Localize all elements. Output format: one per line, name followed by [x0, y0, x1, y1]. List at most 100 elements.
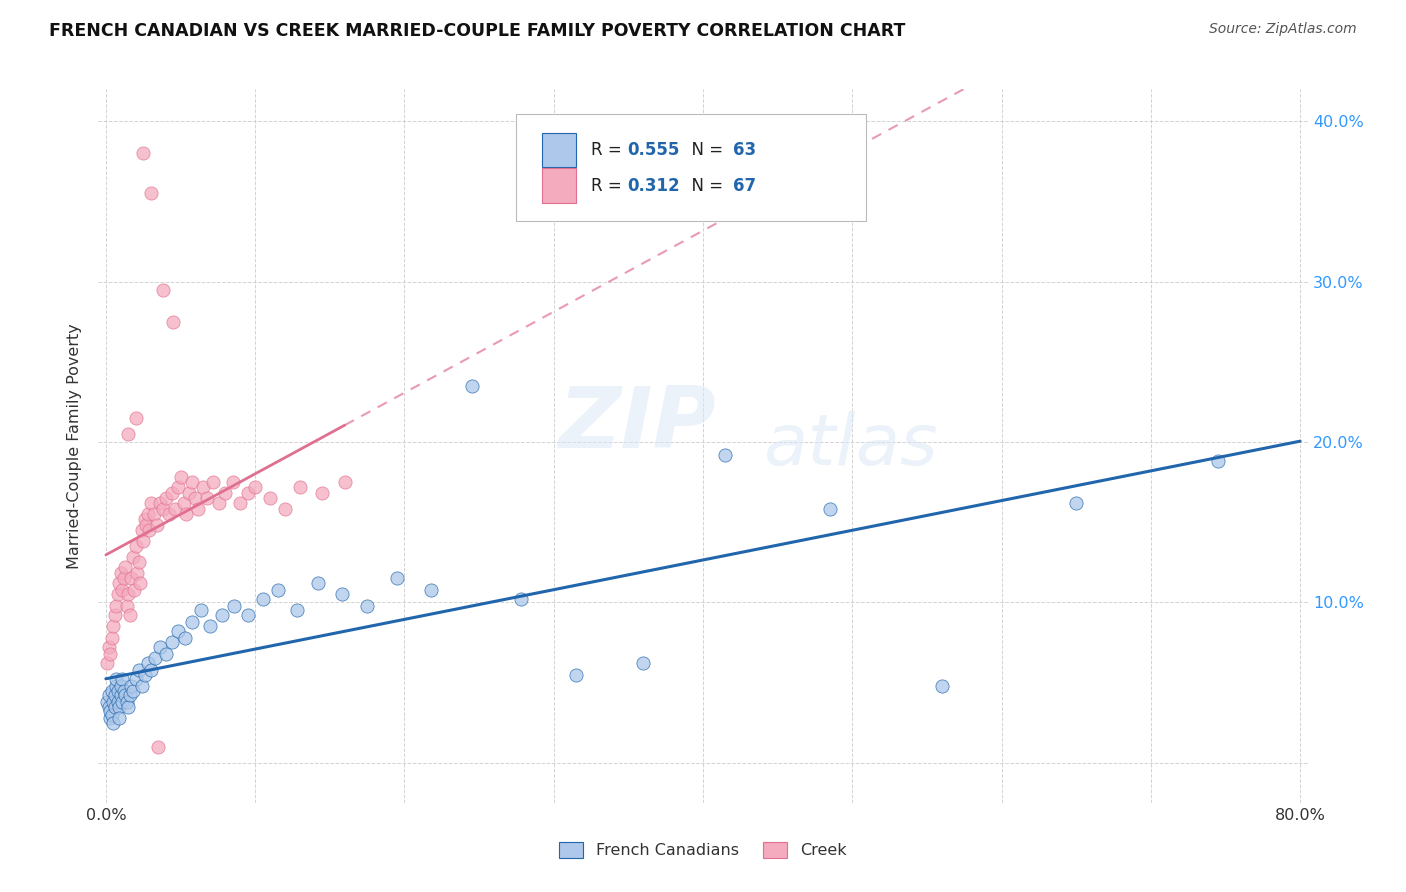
Point — [565, 667, 588, 681]
Point — [333, 475, 356, 489]
Point — [214, 486, 236, 500]
Point — [110, 566, 132, 581]
Point — [169, 470, 191, 484]
Point — [104, 699, 127, 714]
Point — [122, 582, 145, 597]
Point — [191, 480, 214, 494]
Point — [107, 587, 129, 601]
Point — [127, 566, 149, 581]
Text: 0.555: 0.555 — [627, 141, 679, 159]
Point — [149, 496, 172, 510]
Text: N =: N = — [682, 141, 728, 159]
Point — [184, 491, 207, 505]
Point — [111, 582, 134, 597]
Point — [931, 679, 953, 693]
Point — [103, 619, 125, 633]
Point — [152, 502, 174, 516]
Text: Source: ZipAtlas.com: Source: ZipAtlas.com — [1209, 22, 1357, 37]
Point — [103, 715, 125, 730]
Point — [131, 679, 153, 693]
Legend: French Canadians, Creek: French Canadians, Creek — [551, 834, 855, 866]
Point — [125, 673, 148, 687]
Point — [108, 711, 131, 725]
Point — [98, 705, 121, 719]
Point — [385, 571, 408, 585]
Point — [136, 507, 159, 521]
Text: ZIP: ZIP — [558, 383, 716, 467]
Point — [157, 507, 180, 521]
Point — [101, 683, 124, 698]
Point — [97, 689, 120, 703]
FancyBboxPatch shape — [543, 169, 576, 202]
Point — [160, 486, 183, 500]
Point — [118, 608, 141, 623]
Point — [236, 486, 259, 500]
Point — [139, 186, 162, 201]
Point — [146, 739, 169, 754]
Point — [420, 582, 443, 597]
Point — [222, 475, 245, 489]
Point — [330, 587, 353, 601]
Point — [134, 667, 156, 681]
Point — [197, 491, 219, 505]
Point — [160, 635, 183, 649]
Point — [96, 657, 118, 671]
Point — [96, 695, 118, 709]
Point — [311, 486, 333, 500]
Point — [252, 592, 274, 607]
Point — [111, 673, 134, 687]
Point — [190, 603, 212, 617]
Point — [274, 502, 297, 516]
Point — [200, 619, 222, 633]
Point — [139, 663, 162, 677]
Point — [236, 608, 259, 623]
Point — [714, 448, 737, 462]
Point — [98, 647, 121, 661]
Point — [115, 695, 138, 709]
Point — [131, 523, 153, 537]
Point — [114, 689, 136, 703]
Point — [288, 480, 311, 494]
Text: FRENCH CANADIAN VS CREEK MARRIED-COUPLE FAMILY POVERTY CORRELATION CHART: FRENCH CANADIAN VS CREEK MARRIED-COUPLE … — [49, 22, 905, 40]
Point — [104, 608, 127, 623]
Point — [285, 603, 308, 617]
Text: 63: 63 — [734, 141, 756, 159]
Point — [117, 587, 139, 601]
Point — [259, 491, 281, 505]
Point — [243, 480, 266, 494]
Point — [108, 576, 131, 591]
Point — [166, 624, 188, 639]
Point — [107, 683, 129, 698]
Point — [97, 699, 120, 714]
FancyBboxPatch shape — [516, 114, 866, 221]
Point — [149, 640, 172, 655]
Point — [229, 496, 252, 510]
Point — [1064, 496, 1087, 510]
Point — [118, 689, 141, 703]
Point — [128, 663, 150, 677]
Point — [135, 518, 157, 533]
Point — [155, 491, 177, 505]
Point — [166, 480, 188, 494]
Text: atlas: atlas — [763, 411, 938, 481]
Point — [509, 592, 531, 607]
Point — [202, 475, 225, 489]
Point — [307, 576, 329, 591]
Point — [110, 689, 132, 703]
Point — [143, 651, 166, 665]
Point — [179, 486, 201, 500]
Point — [97, 640, 120, 655]
Point — [145, 518, 167, 533]
Point — [98, 711, 121, 725]
Point — [120, 571, 142, 585]
Point — [105, 673, 128, 687]
Y-axis label: Married-Couple Family Poverty: Married-Couple Family Poverty — [66, 323, 82, 569]
Text: R =: R = — [591, 141, 627, 159]
Point — [112, 571, 135, 585]
Point — [125, 539, 148, 553]
Point — [117, 427, 139, 442]
Point — [125, 411, 148, 425]
Point — [134, 512, 156, 526]
Point — [121, 683, 143, 698]
Point — [128, 555, 150, 569]
